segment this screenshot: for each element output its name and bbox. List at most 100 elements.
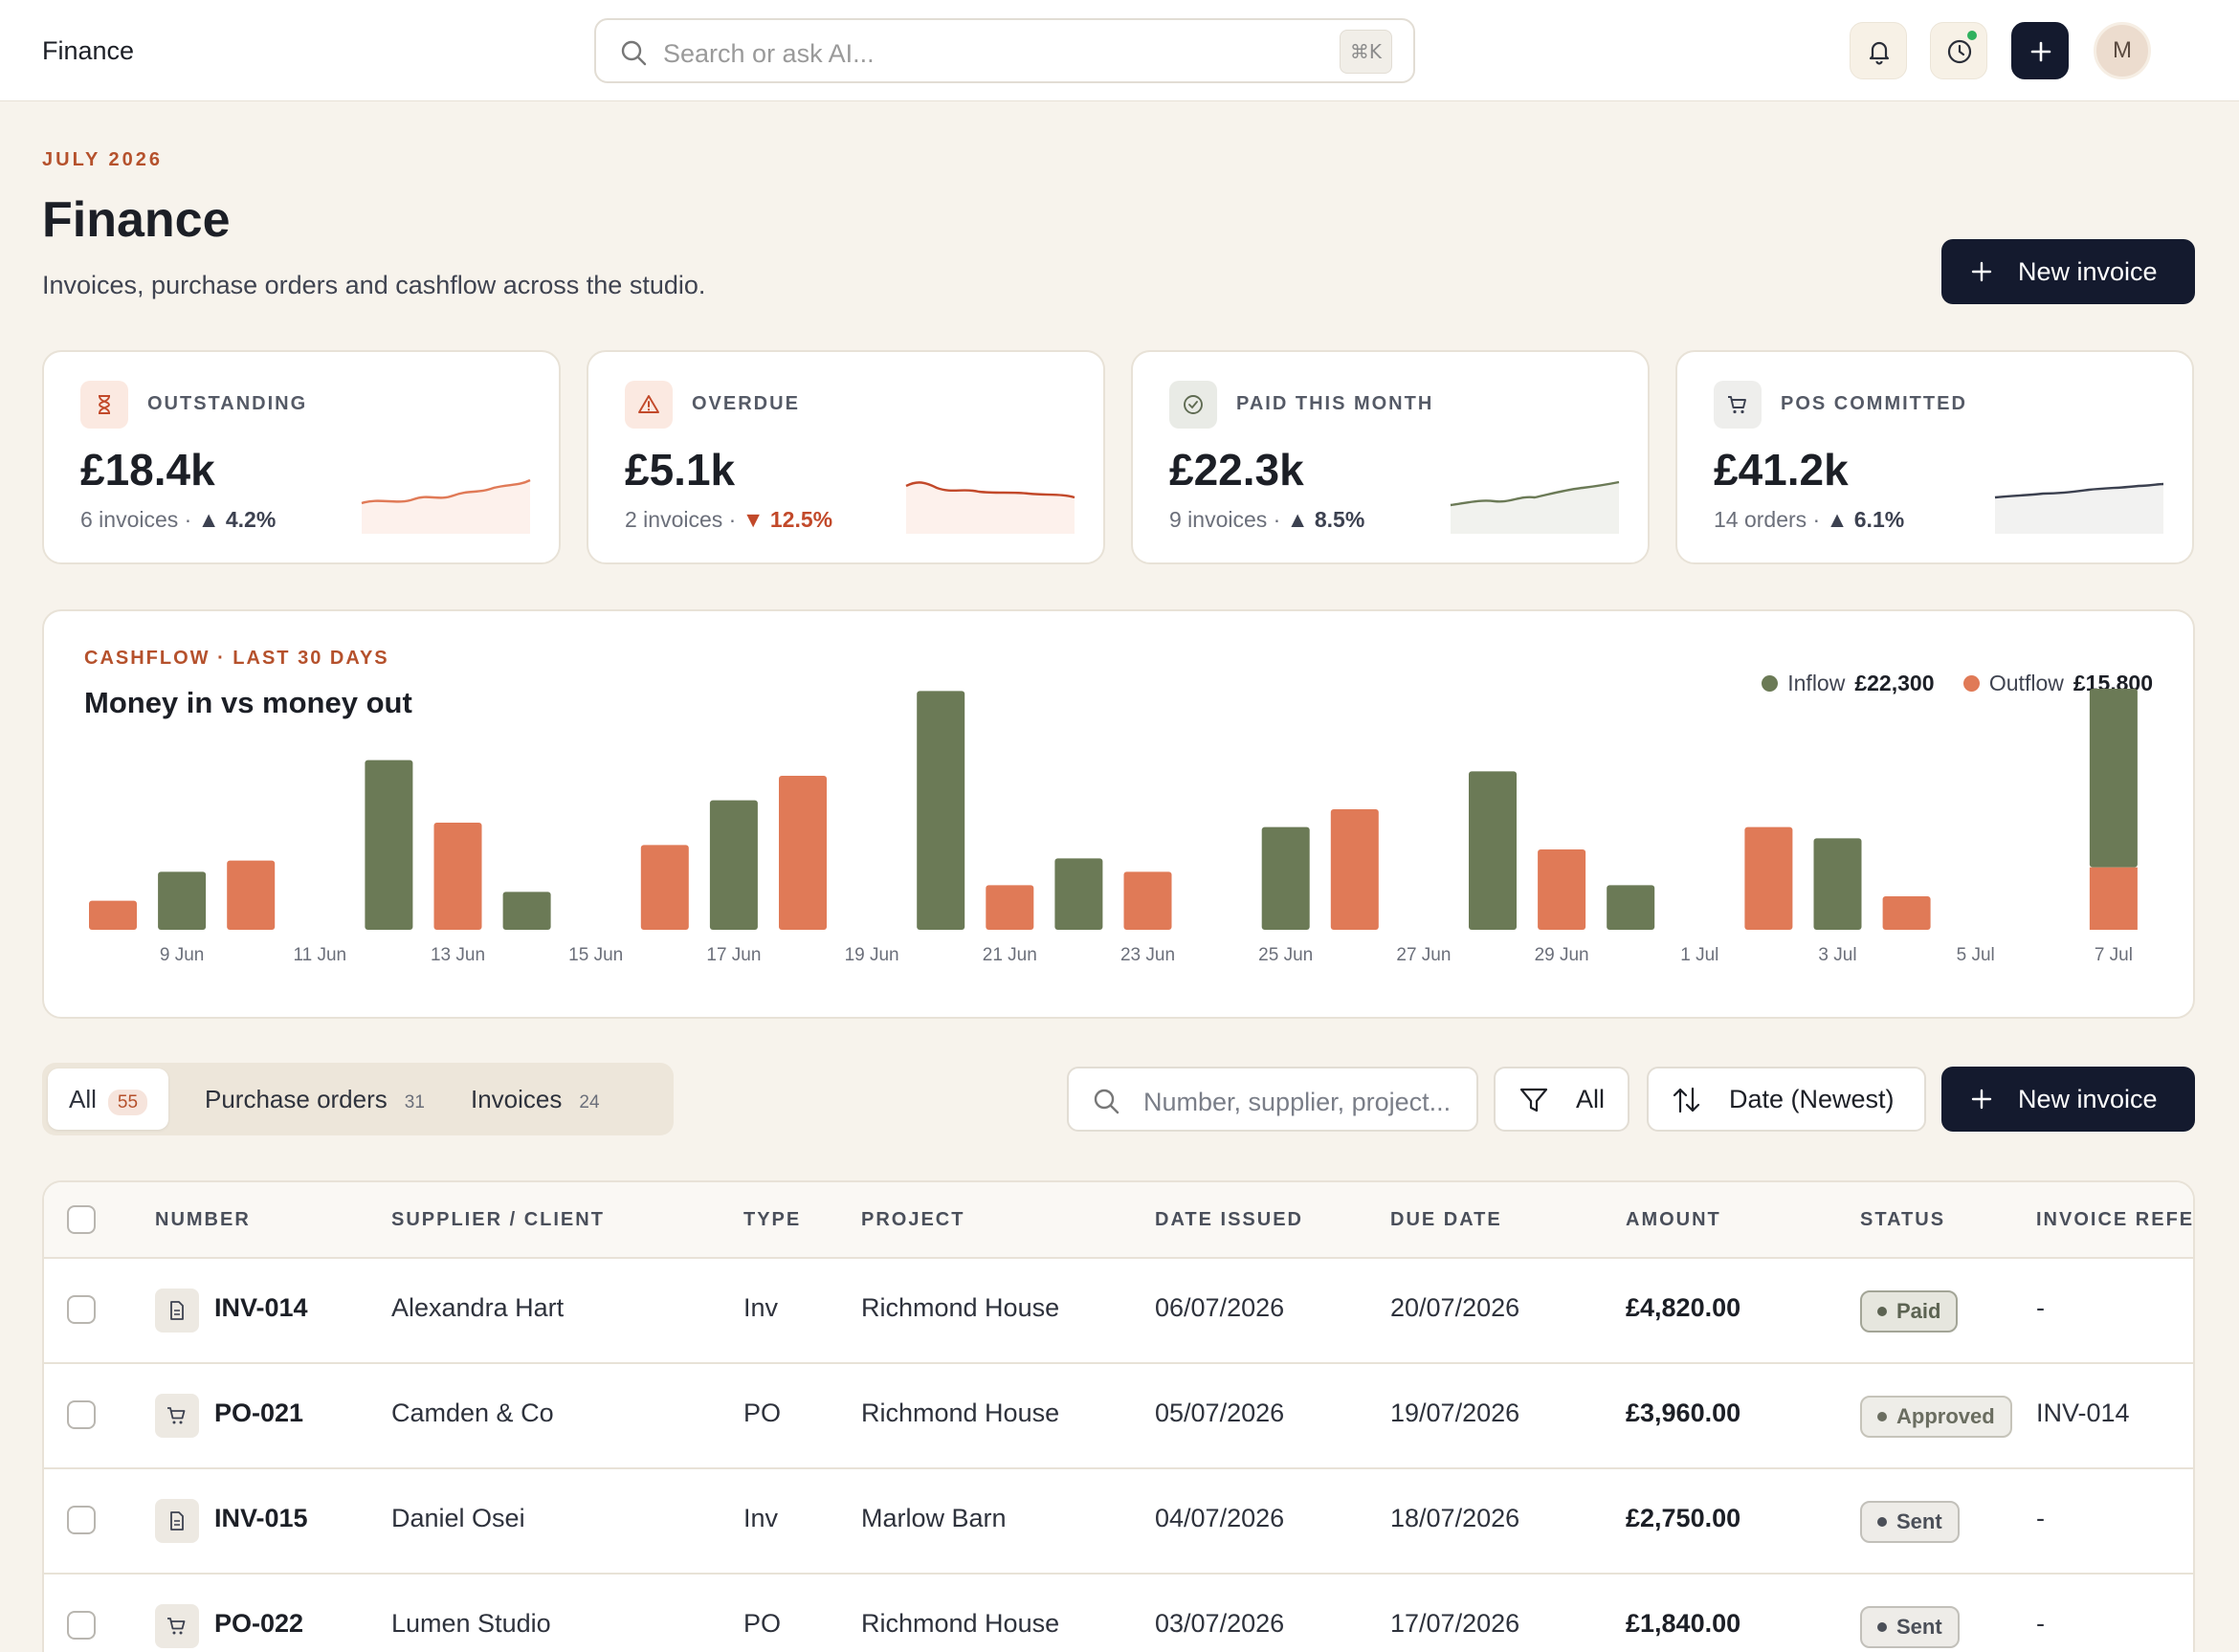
tab-all[interactable]: All 55	[48, 1068, 169, 1130]
bell-icon	[1869, 41, 1890, 65]
document-icon	[155, 1499, 199, 1543]
cart-icon	[1714, 381, 1762, 429]
bar-inflow	[1469, 771, 1517, 930]
stat-card-overdue[interactable]: OVERDUE £5.1k 2 invoices · ▼ 12.5%	[587, 350, 1105, 564]
x-tick-label: 29 Jun	[1535, 945, 1589, 965]
bar-inflow	[2089, 689, 2138, 868]
bar-outflow	[2089, 867, 2138, 930]
x-tick-label: 9 Jun	[160, 945, 204, 965]
row-date-issued: 04/07/2026	[1155, 1504, 1285, 1532]
stat-card-outstanding[interactable]: OUTSTANDING £18.4k 6 invoices · ▲ 4.2%	[42, 350, 561, 564]
tab-purchase-orders[interactable]: Purchase orders 31	[205, 1085, 425, 1113]
table-row[interactable]: PO-022 Lumen Studio PO Richmond House 03…	[44, 1575, 2193, 1652]
cashflow-eyebrow: CASHFLOW · LAST 30 DAYS	[84, 648, 389, 669]
col-project[interactable]: PROJECT	[861, 1209, 965, 1230]
x-tick-label: 5 Jul	[1957, 945, 1995, 965]
user-avatar[interactable]: M	[2094, 22, 2151, 79]
row-checkbox[interactable]	[67, 1506, 96, 1534]
create-button[interactable]	[2011, 22, 2069, 79]
stat-count: 9 invoices ·	[1169, 507, 1281, 532]
bar-outflow	[1123, 871, 1172, 930]
x-tick-label: 25 Jun	[1258, 945, 1313, 965]
global-search-input[interactable]: Search or ask AI... ⌘K	[594, 18, 1415, 83]
col-type[interactable]: TYPE	[743, 1209, 802, 1230]
row-checkbox[interactable]	[67, 1611, 96, 1640]
sparkline-pos	[1994, 482, 2164, 534]
filter-icon	[1519, 1088, 1548, 1112]
row-number[interactable]: PO-022	[214, 1609, 304, 1638]
sort-button[interactable]: Date (Newest)	[1647, 1067, 1926, 1132]
col-invoice-reference[interactable]: INVOICE REFERENCE	[2036, 1209, 2195, 1230]
row-date-issued: 03/07/2026	[1155, 1609, 1285, 1638]
warning-icon	[625, 381, 673, 429]
new-invoice-button-toolbar[interactable]: New invoice	[1941, 1067, 2195, 1132]
col-supplier-client[interactable]: SUPPLIER / CLIENT	[391, 1209, 605, 1230]
bar-inflow	[502, 892, 551, 930]
row-number[interactable]: INV-015	[214, 1504, 308, 1532]
row-number[interactable]: INV-014	[214, 1293, 308, 1322]
app-title: Finance	[42, 36, 135, 65]
activity-indicator-dot	[1965, 29, 1979, 42]
filter-button[interactable]: All	[1494, 1067, 1629, 1132]
bar-inflow	[917, 691, 965, 930]
activity-button[interactable]	[1930, 22, 1987, 79]
status-badge: Sent	[1860, 1501, 1960, 1543]
stat-meta: 9 invoices · ▲ 8.5%	[1169, 507, 1364, 533]
tab-invoices[interactable]: Invoices 24	[471, 1085, 600, 1113]
legend-outflow: Outflow £15,800	[1962, 671, 2153, 696]
plus-icon	[2030, 41, 2051, 62]
col-number[interactable]: NUMBER	[155, 1209, 251, 1230]
records-table: NUMBER SUPPLIER / CLIENT TYPE PROJECT DA…	[42, 1180, 2195, 1652]
check-circle-icon	[1169, 381, 1217, 429]
stat-label: OVERDUE	[692, 393, 800, 414]
row-amount: £3,960.00	[1626, 1399, 1741, 1427]
row-checkbox[interactable]	[67, 1400, 96, 1429]
table-search-input[interactable]: Number, supplier, project...	[1067, 1067, 1478, 1132]
bar-inflow	[1261, 826, 1310, 930]
row-party: Alexandra Hart	[391, 1293, 565, 1322]
search-shortcut-badge: ⌘K	[1339, 30, 1392, 74]
stat-card-pos-committed[interactable]: POS COMMITTED £41.2k 14 orders · ▲ 6.1%	[1675, 350, 2194, 564]
row-invoice-reference: -	[2036, 1504, 2045, 1532]
stat-count: 14 orders ·	[1714, 507, 1821, 532]
row-party: Daniel Osei	[391, 1504, 525, 1532]
stat-change: ▲ 8.5%	[1286, 507, 1365, 532]
col-date-issued[interactable]: DATE ISSUED	[1155, 1209, 1303, 1230]
row-checkbox[interactable]	[67, 1295, 96, 1324]
bar-inflow	[1813, 838, 1862, 930]
bar-outflow	[433, 823, 482, 930]
select-all-checkbox[interactable]	[67, 1205, 96, 1234]
table-row[interactable]: PO-021 Camden & Co PO Richmond House 05/…	[44, 1364, 2193, 1469]
bar-outflow	[1744, 826, 1793, 930]
new-invoice-label: New invoice	[2018, 1085, 2158, 1113]
new-invoice-label: New invoice	[2018, 257, 2158, 286]
sort-icon	[1673, 1087, 1700, 1113]
document-icon	[155, 1289, 199, 1333]
col-due-date[interactable]: DUE DATE	[1390, 1209, 1502, 1230]
status-badge: Paid	[1860, 1290, 1959, 1333]
row-invoice-reference: -	[2036, 1293, 2045, 1322]
row-due-date: 19/07/2026	[1390, 1399, 1520, 1427]
notifications-button[interactable]	[1850, 22, 1907, 79]
row-amount: £2,750.00	[1626, 1504, 1741, 1532]
stat-count: 2 invoices ·	[625, 507, 737, 532]
clock-icon	[1947, 39, 1972, 64]
cart-icon	[155, 1394, 199, 1438]
row-project: Richmond House	[861, 1609, 1060, 1638]
x-tick-label: 7 Jul	[2095, 945, 2133, 965]
col-amount[interactable]: AMOUNT	[1626, 1209, 1721, 1230]
new-invoice-button-header[interactable]: New invoice	[1941, 239, 2195, 304]
stat-card-paid-this-month[interactable]: PAID THIS MONTH £22.3k 9 invoices · ▲ 8.…	[1131, 350, 1650, 564]
bar-outflow	[89, 900, 137, 930]
stat-meta: 2 invoices · ▼ 12.5%	[625, 507, 832, 533]
row-number[interactable]: PO-021	[214, 1399, 304, 1427]
table-row[interactable]: INV-014 Alexandra Hart Inv Richmond Hous…	[44, 1259, 2193, 1364]
bar-inflow	[158, 871, 207, 930]
x-tick-label: 11 Jun	[293, 945, 346, 965]
cashflow-panel: CASHFLOW · LAST 30 DAYS Money in vs mone…	[42, 609, 2195, 1019]
table-row[interactable]: INV-015 Daniel Osei Inv Marlow Barn 04/0…	[44, 1469, 2193, 1575]
chart-legend: Inflow £22,300 Outflow £15,800	[1739, 671, 2153, 696]
col-status[interactable]: STATUS	[1860, 1209, 1946, 1230]
row-invoice-reference[interactable]: INV-014	[2036, 1399, 2130, 1427]
bar-outflow	[779, 776, 827, 930]
